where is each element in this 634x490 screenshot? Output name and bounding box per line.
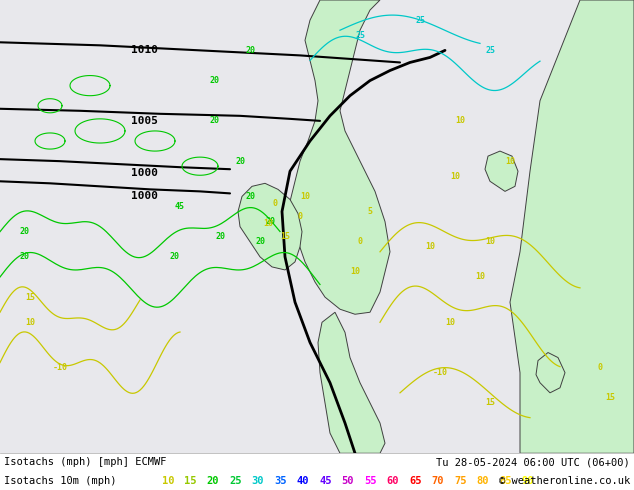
- Text: 10: 10: [475, 272, 485, 281]
- Text: 10: 10: [505, 157, 515, 166]
- Text: 0: 0: [358, 237, 363, 246]
- Text: 10: 10: [455, 116, 465, 125]
- Text: -10: -10: [432, 368, 448, 377]
- Text: 20: 20: [170, 252, 180, 261]
- Text: 10: 10: [25, 318, 35, 327]
- Text: 10: 10: [263, 219, 273, 228]
- Text: 15: 15: [25, 293, 35, 302]
- Text: 0: 0: [297, 212, 302, 221]
- Text: 20: 20: [20, 227, 30, 236]
- Text: 15: 15: [184, 476, 197, 486]
- Text: 10: 10: [162, 476, 174, 486]
- Text: 20: 20: [245, 46, 255, 55]
- Polygon shape: [238, 183, 302, 270]
- Text: 1000: 1000: [131, 168, 158, 178]
- Text: 60: 60: [387, 476, 399, 486]
- Polygon shape: [536, 352, 565, 393]
- Text: 10: 10: [485, 237, 495, 246]
- Text: 10: 10: [425, 242, 435, 251]
- Text: 15: 15: [605, 393, 615, 402]
- Text: 20: 20: [265, 217, 275, 226]
- Text: 50: 50: [342, 476, 354, 486]
- Text: 65: 65: [410, 476, 422, 486]
- Text: Tu 28-05-2024 06:00 UTC (06+00): Tu 28-05-2024 06:00 UTC (06+00): [436, 458, 630, 467]
- Polygon shape: [290, 0, 390, 314]
- Text: Isotachs (mph) [mph] ECMWF: Isotachs (mph) [mph] ECMWF: [4, 458, 167, 467]
- Text: 35: 35: [275, 476, 287, 486]
- Text: 1010: 1010: [131, 46, 158, 55]
- Text: 45: 45: [175, 202, 185, 211]
- Text: 0: 0: [273, 199, 278, 208]
- Text: 10: 10: [350, 268, 360, 276]
- Polygon shape: [485, 151, 518, 192]
- Text: 20: 20: [210, 116, 220, 125]
- Text: 20: 20: [235, 157, 245, 166]
- Polygon shape: [318, 312, 385, 453]
- Text: 0: 0: [597, 363, 602, 372]
- Text: 5: 5: [368, 207, 373, 216]
- Text: 90: 90: [522, 476, 534, 486]
- Polygon shape: [510, 0, 634, 453]
- Text: 10: 10: [445, 318, 455, 327]
- Text: 70: 70: [432, 476, 444, 486]
- Text: 30: 30: [252, 476, 264, 486]
- Text: 20: 20: [210, 76, 220, 85]
- Text: 10: 10: [450, 172, 460, 181]
- Text: 15: 15: [280, 232, 290, 241]
- Text: © weatheronline.co.uk: © weatheronline.co.uk: [499, 476, 630, 486]
- Text: 10: 10: [300, 192, 310, 201]
- Text: 80: 80: [477, 476, 489, 486]
- Text: 15: 15: [485, 398, 495, 407]
- Text: 20: 20: [215, 232, 225, 241]
- Text: 1000: 1000: [131, 192, 158, 201]
- Text: 20: 20: [255, 237, 265, 246]
- Text: 40: 40: [297, 476, 309, 486]
- Text: Isotachs 10m (mph): Isotachs 10m (mph): [4, 476, 117, 486]
- Text: 25: 25: [230, 476, 242, 486]
- Text: 55: 55: [365, 476, 377, 486]
- Text: 25: 25: [485, 46, 495, 55]
- Text: 75: 75: [454, 476, 467, 486]
- Text: 25: 25: [415, 16, 425, 24]
- Text: 85: 85: [499, 476, 512, 486]
- Text: 45: 45: [320, 476, 332, 486]
- Text: 20: 20: [207, 476, 219, 486]
- Text: 20: 20: [20, 252, 30, 261]
- Text: -10: -10: [53, 363, 67, 372]
- Text: 20: 20: [245, 192, 255, 201]
- Text: 25: 25: [355, 31, 365, 40]
- Text: 1005: 1005: [131, 116, 158, 126]
